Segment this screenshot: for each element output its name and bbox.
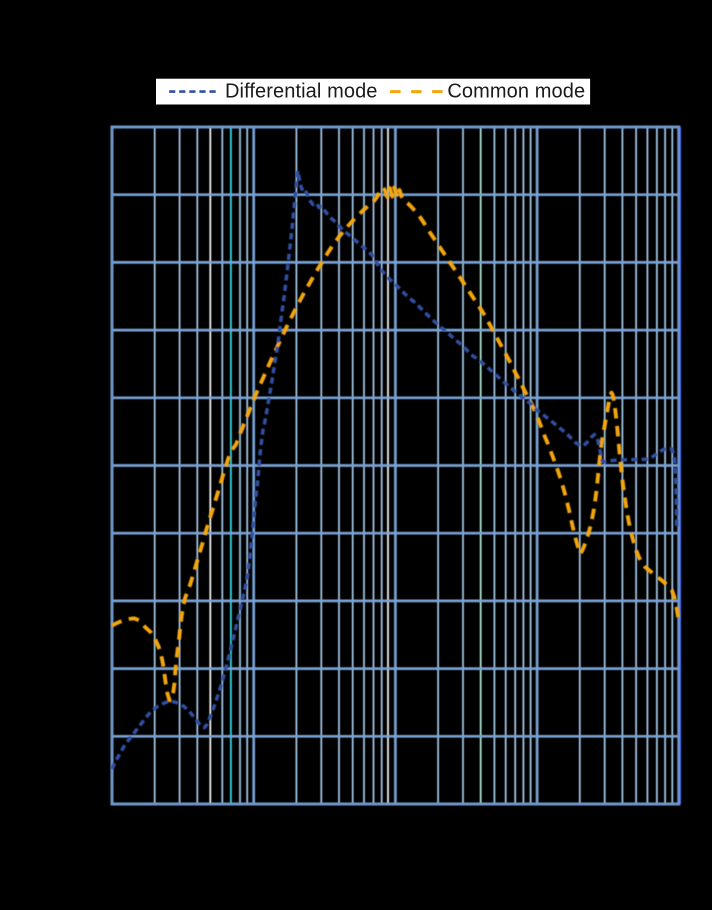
svg-text:Differential mode: Differential mode [225, 80, 378, 102]
svg-text:Common mode: Common mode [447, 80, 585, 102]
